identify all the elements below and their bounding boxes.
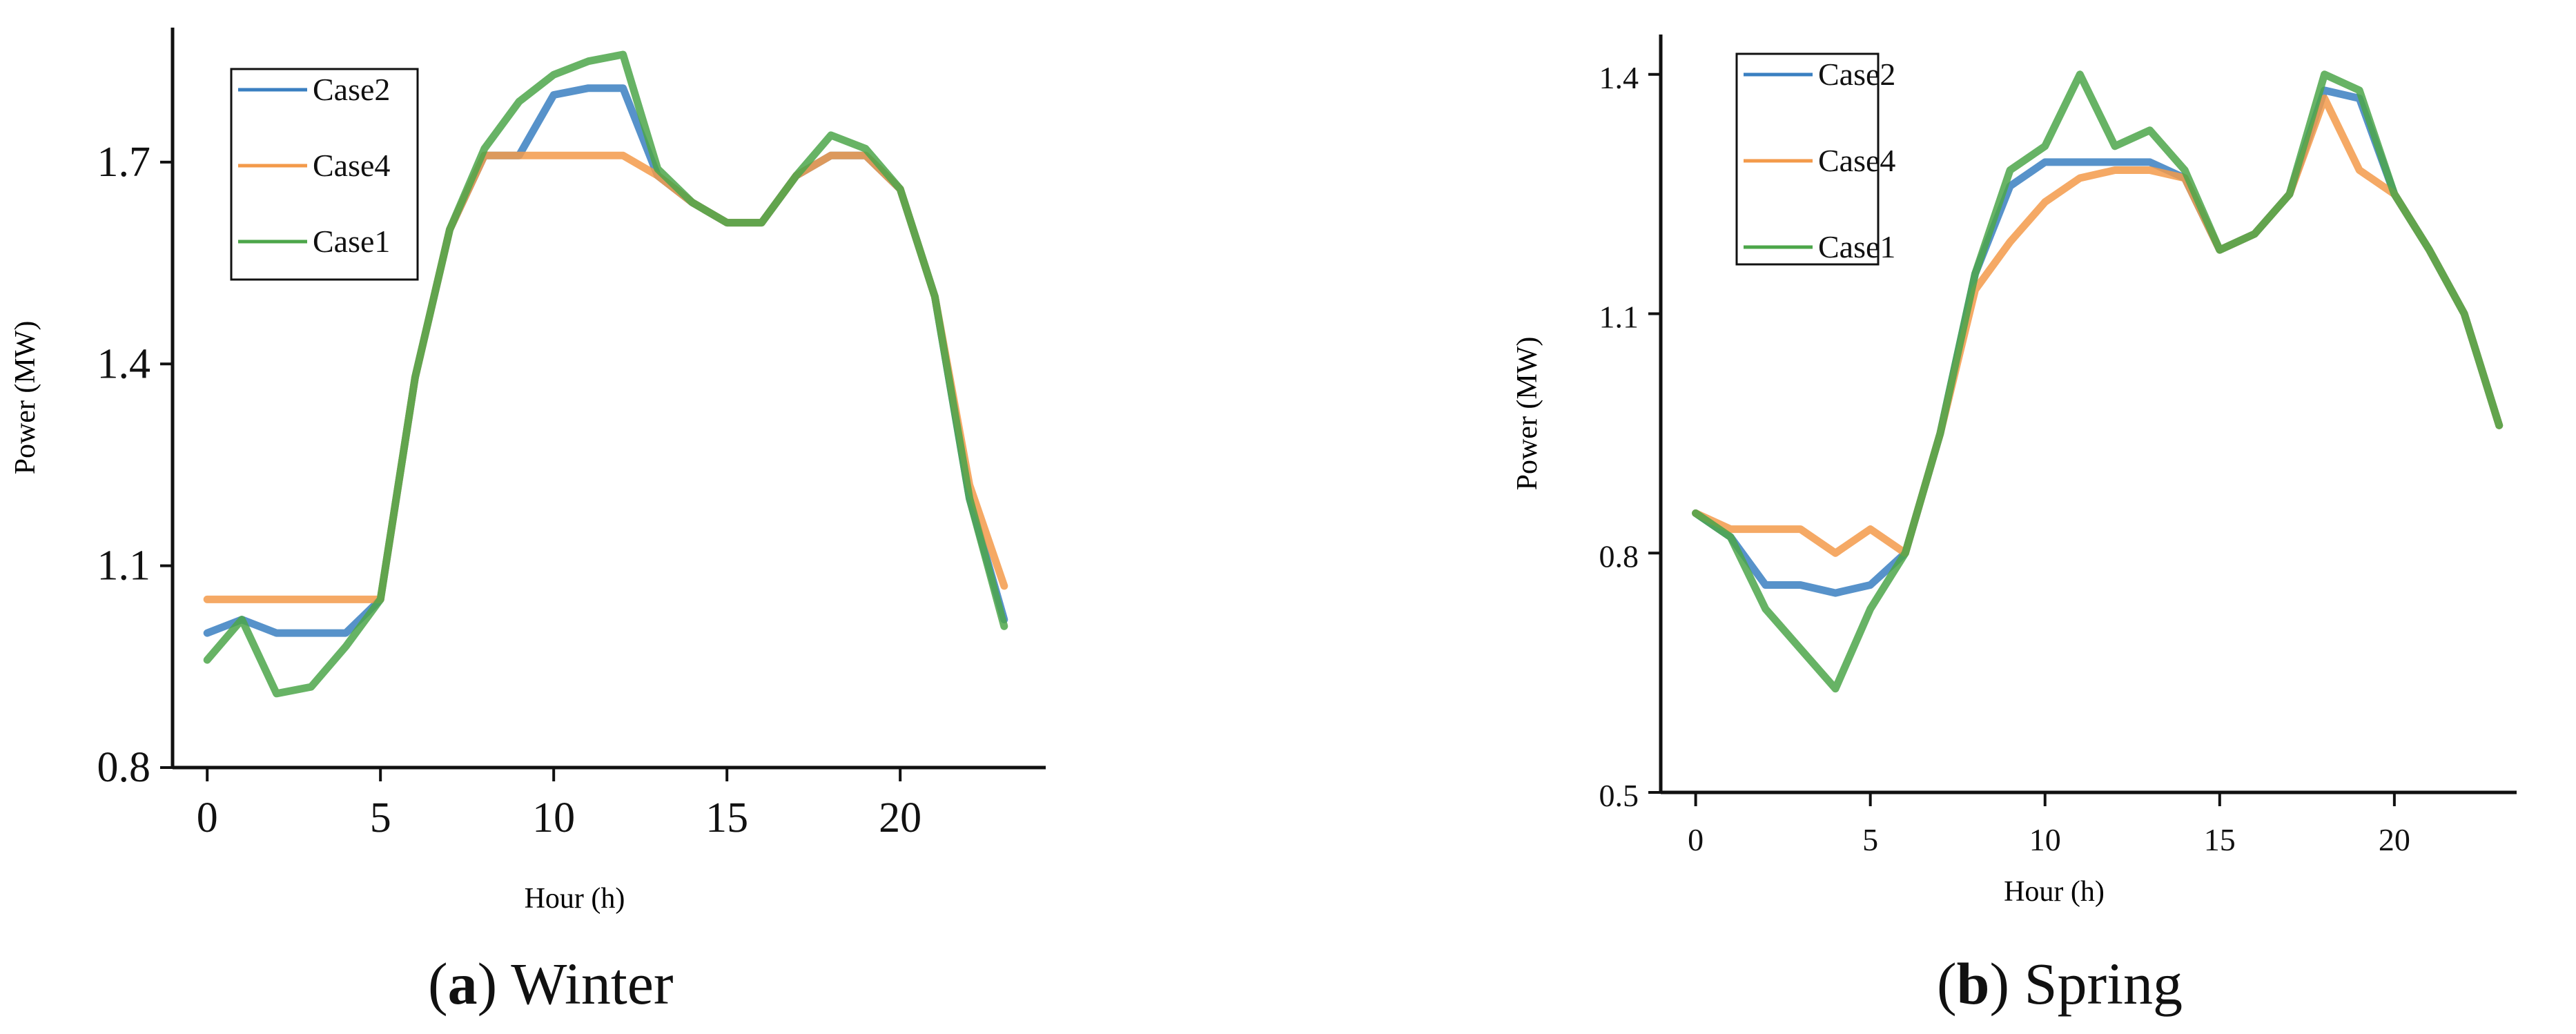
y-tick-label: 1.1 (1599, 300, 1639, 335)
chart-panel-winter: 0.8 1.1 1.4 1.7 0 5 10 15 20 Hour (h) Power (MW) Ca… (10, 28, 1046, 1017)
chart-panel-spring: 0.5 0.8 1.1 1.4 0 5 10 15 20 Hour (h) Power (MW) Ca… (1288, 0, 2576, 1034)
caption-letter: a (447, 950, 478, 1017)
x-tick-label: 15 (705, 794, 748, 841)
y-tick-label: 0.8 (1599, 538, 1639, 574)
legend-label-case4: Case4 (313, 148, 390, 183)
x-axis-label: Hour (h) (2004, 876, 2105, 908)
x-tick-label: 5 (370, 794, 391, 841)
caption-text: Winter (511, 950, 674, 1017)
y-tick-label: 0.5 (1599, 778, 1639, 813)
x-tick-label: 10 (2029, 822, 2061, 857)
x-tick-label: 20 (2379, 822, 2410, 857)
caption-winter: (a) Winter (428, 950, 674, 1017)
y-tick-label: 1.4 (1599, 60, 1639, 95)
y-tick-label: 1.7 (97, 139, 151, 186)
chart-svg-winter: 0.8 1.1 1.4 1.7 0 5 10 15 20 Hour (h) Power (MW) Ca… (10, 28, 1046, 915)
caption-letter: b (1956, 950, 1990, 1017)
x-tick-label: 5 (1862, 822, 1878, 857)
series-line-case1 (1692, 70, 2504, 693)
y-tick-label: 0.8 (97, 744, 151, 791)
caption-text: Spring (2024, 950, 2183, 1017)
legend-label-case2: Case2 (1818, 57, 1895, 92)
series-line-case4 (1692, 95, 2504, 557)
caption-spring: (b) Spring (1937, 950, 2183, 1017)
chart-svg-spring: 0.5 0.8 1.1 1.4 0 5 10 15 20 Hour (h) Power (MW) Ca… (1512, 35, 2517, 908)
y-axis-label: Power (MW) (1512, 337, 1543, 491)
legend-label-case2: Case2 (313, 72, 390, 107)
y-tick-label: 1.4 (97, 340, 151, 387)
y-tick-label: 1.1 (97, 543, 151, 589)
series-line-case1 (203, 50, 1008, 698)
legend-label-case1: Case1 (313, 224, 390, 259)
legend-box (230, 68, 419, 281)
x-axis-label: Hour (h) (525, 883, 625, 915)
x-tick-label: 15 (2204, 822, 2236, 857)
x-tick-label: 0 (1688, 822, 1704, 857)
x-tick-label: 10 (532, 794, 575, 841)
y-axis-label: Power (MW) (10, 321, 41, 475)
x-tick-label: 20 (879, 794, 921, 841)
legend-label-case4: Case4 (1818, 143, 1895, 178)
x-tick-label: 0 (197, 794, 218, 841)
legend-label-case1: Case1 (1818, 229, 1895, 264)
